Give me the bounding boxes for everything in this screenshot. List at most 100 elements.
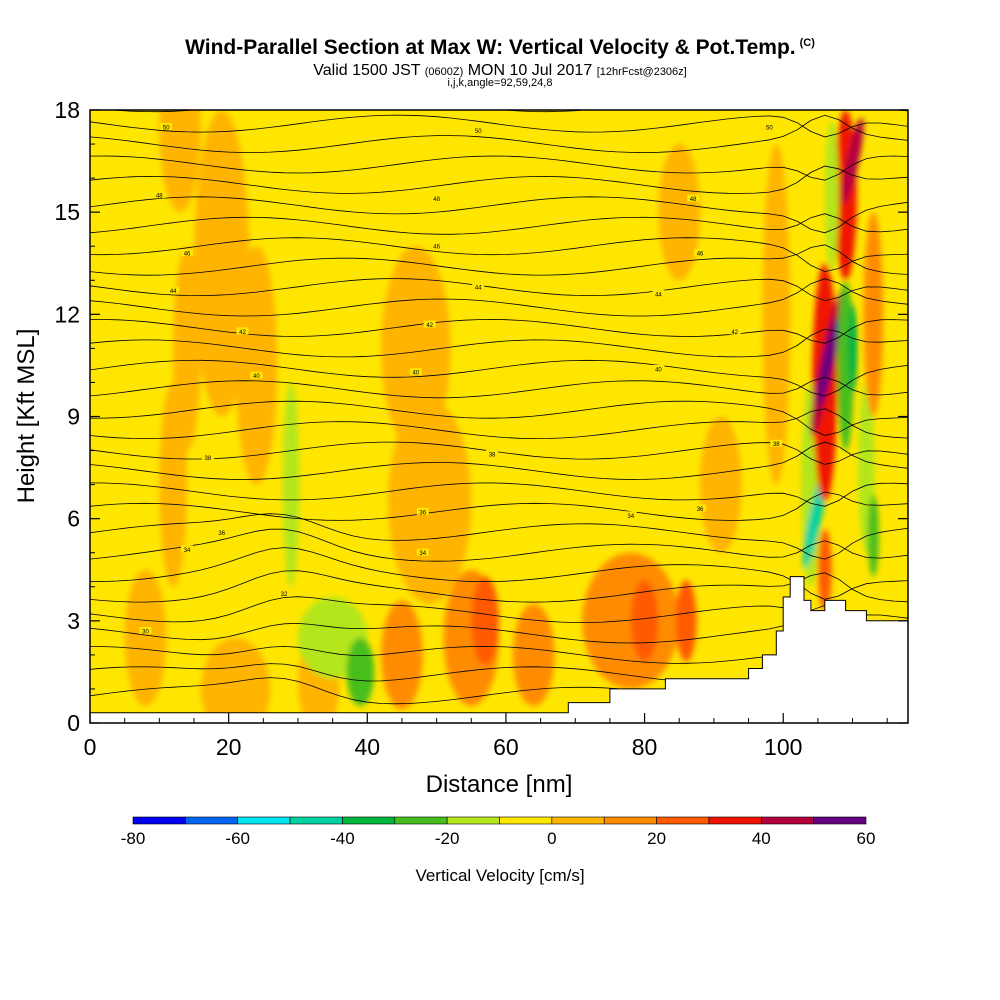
colorbar-swatch xyxy=(551,816,605,825)
velocity-blob xyxy=(235,246,278,485)
velocity-blob xyxy=(512,603,555,706)
theta-isoline xyxy=(90,376,908,399)
theta-isoline xyxy=(90,441,908,480)
theta-label-bg xyxy=(181,249,194,257)
theta-label-bg xyxy=(694,249,707,257)
colorbar-swatch xyxy=(708,816,762,825)
theta-label-bg xyxy=(770,439,783,447)
valid-date: MON 10 Jul 2017 xyxy=(467,62,593,79)
x-axis: 0 20 40 60 80 100 xyxy=(84,713,888,760)
colorbar-swatch xyxy=(813,816,867,825)
forecast-info: [12hrFcst@2306z] xyxy=(596,66,687,78)
colorbar-swatch xyxy=(185,816,239,825)
velocity-blob xyxy=(867,494,879,577)
velocity-blob xyxy=(200,637,271,723)
colorbar-swatch xyxy=(603,816,657,825)
theta-labels: 50 50 50 48 48 48 46 46 46 44 44 44 42 42 42 40 40 40 38 38… xyxy=(139,123,783,636)
theta-isoline xyxy=(90,278,908,302)
velocity-blob xyxy=(124,569,167,706)
index-line: i,j,k,angle=92,59,24,8 xyxy=(447,77,553,89)
velocity-blob xyxy=(675,579,697,662)
theta-label-bg xyxy=(201,453,214,461)
theta-isoline xyxy=(90,570,908,603)
theta-isoline xyxy=(90,528,908,562)
terrain xyxy=(90,576,908,723)
theta-isoline xyxy=(90,491,908,521)
theta-label: 40 xyxy=(412,371,419,377)
colorbar-swatch xyxy=(446,816,500,825)
theta-label: 36 xyxy=(697,507,704,513)
title-text: Wind-Parallel Section at Max W: Vertical… xyxy=(185,36,796,59)
y-tick-label: 3 xyxy=(67,608,80,634)
theta-label: 40 xyxy=(253,374,260,380)
plot-area: 50 50 50 48 48 48 46 46 46 44 44 44 42 42 42 40 40 40 38 38… xyxy=(90,110,908,723)
velocity-blob xyxy=(282,382,300,587)
velocity-blob xyxy=(863,212,884,417)
theta-label-bg xyxy=(416,507,429,515)
velocity-blob xyxy=(346,637,375,706)
theta-label: 46 xyxy=(433,245,440,251)
x-tick-label: 20 xyxy=(216,734,242,760)
colorbar-swatch xyxy=(132,816,186,825)
theta-label: 48 xyxy=(156,194,163,200)
theta-label: 34 xyxy=(419,551,426,557)
theta-label-bg xyxy=(694,504,707,512)
theta-isoline xyxy=(90,196,908,234)
theta-isoline xyxy=(90,596,908,629)
theta-isoline xyxy=(90,237,908,273)
velocity-blob xyxy=(841,117,864,205)
colorbar-tick-label: -40 xyxy=(330,829,355,848)
y-tick-label: 12 xyxy=(54,301,80,327)
theta-label: 44 xyxy=(475,286,482,292)
x-tick-label: 80 xyxy=(632,734,658,760)
velocity-blob xyxy=(824,120,839,271)
theta-label-bg xyxy=(652,364,665,372)
velocity-blob xyxy=(193,110,250,417)
x-tick-label: 40 xyxy=(354,734,380,760)
colorbar-label: Vertical Velocity [cm/s] xyxy=(415,866,584,885)
x-tick-label: 100 xyxy=(764,734,802,760)
theta-label: 44 xyxy=(170,289,177,295)
velocity-contours xyxy=(124,110,884,723)
theta-label: 34 xyxy=(627,514,634,520)
theta-label: 38 xyxy=(489,452,496,458)
theta-label: 42 xyxy=(731,330,738,336)
theta-label: 38 xyxy=(773,442,780,448)
colorbar-tick-label: -20 xyxy=(435,829,460,848)
x-axis-label: Distance [nm] xyxy=(426,771,573,798)
y-tick-label: 15 xyxy=(54,199,80,225)
theta-label: 50 xyxy=(163,126,170,132)
copyright-mark: (C) xyxy=(799,37,815,49)
theta-label-bg xyxy=(416,548,429,556)
theta-label-bg xyxy=(430,242,443,250)
colorbar: -80 -60 -40 -20 0 20 40 60 xyxy=(121,816,875,848)
colorbar-tick-label: -80 xyxy=(121,829,146,848)
colorbar-swatch xyxy=(656,816,710,825)
colorbar-tick-label: 0 xyxy=(547,829,556,848)
velocity-blob xyxy=(700,416,742,553)
theta-label: 44 xyxy=(655,292,662,298)
theta-isoline xyxy=(90,155,908,181)
theta-isoline xyxy=(90,547,908,600)
theta-isoline xyxy=(108,110,908,113)
colorbar-tick-label: 20 xyxy=(647,829,666,848)
theta-isoline xyxy=(90,318,908,344)
x-tick-label: 0 xyxy=(84,734,97,760)
theta-label-bg xyxy=(728,327,741,335)
theta-label-bg xyxy=(430,194,443,202)
velocity-blob xyxy=(381,600,423,710)
colorbar-tick-label: 40 xyxy=(752,829,771,848)
theta-label: 48 xyxy=(433,197,440,203)
y-axis-label: Height [Kft MSL] xyxy=(13,329,40,504)
colorbar-tick-label: -60 xyxy=(225,829,250,848)
theta-label: 50 xyxy=(766,126,773,132)
velocity-blob xyxy=(159,382,188,587)
colorbar-swatch xyxy=(237,816,291,825)
valid-prefix: Valid 1500 JST xyxy=(313,62,421,79)
theta-label-bg xyxy=(423,320,436,328)
theta-label-bg xyxy=(236,327,249,335)
valid-time-line: Valid 1500 JST (0600Z) MON 10 Jul 2017 [… xyxy=(0,62,1000,80)
theta-label: 42 xyxy=(239,330,246,336)
